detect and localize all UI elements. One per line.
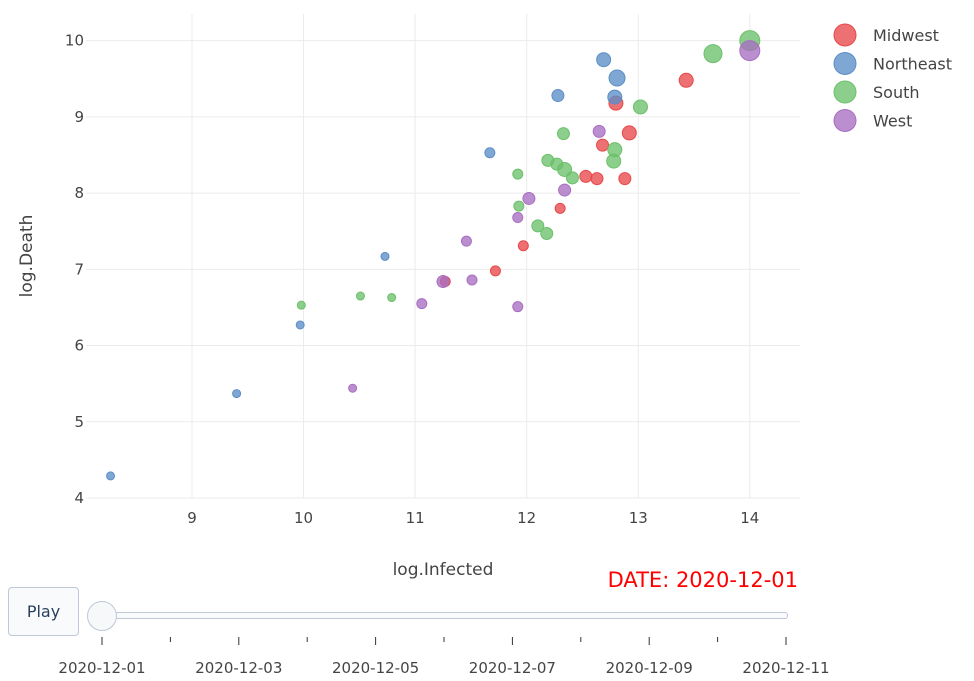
- data-point-northeast: [607, 89, 623, 105]
- y-tick-label: 5: [74, 413, 84, 431]
- data-point-west: [512, 301, 524, 313]
- play-button[interactable]: Play: [8, 587, 79, 636]
- data-points: [106, 30, 761, 481]
- data-point-west: [348, 383, 358, 393]
- data-point-south: [387, 293, 397, 303]
- legend-marker-west: [833, 109, 857, 132]
- data-point-west: [739, 40, 761, 62]
- data-point-south: [512, 168, 524, 180]
- date-annotation: DATE: 2020-12-01: [608, 568, 798, 592]
- data-point-northeast: [380, 251, 390, 261]
- y-tick-label: 6: [74, 337, 84, 355]
- data-point-south: [531, 219, 545, 233]
- legend: Midwest Northeast South West: [833, 23, 952, 132]
- legend-marker-south: [833, 80, 857, 104]
- x-tick-label: 14: [740, 509, 759, 527]
- data-point-south: [355, 291, 365, 301]
- data-point-west: [558, 183, 572, 197]
- data-point-south: [565, 171, 579, 185]
- data-point-midwest: [621, 125, 637, 141]
- data-point-midwest: [678, 72, 694, 88]
- y-tick-label: 4: [74, 489, 84, 507]
- data-point-south: [513, 200, 525, 212]
- legend-marker-midwest: [833, 23, 857, 47]
- data-point-northeast: [295, 320, 305, 330]
- data-point-west: [592, 124, 606, 138]
- data-point-west: [460, 235, 472, 247]
- data-point-northeast: [106, 471, 116, 481]
- slider-date-label: 2020-12-09: [606, 659, 693, 677]
- data-point-midwest: [618, 172, 632, 186]
- y-tick-label: 10: [65, 32, 84, 50]
- data-point-south: [632, 99, 648, 115]
- data-point-midwest: [596, 138, 610, 152]
- data-point-west: [466, 274, 478, 286]
- data-point-south: [296, 300, 306, 310]
- x-tick-label: 11: [406, 509, 425, 527]
- y-axis-ticks: 4 5 6 7 8 9 10: [65, 32, 84, 507]
- data-point-midwest: [489, 265, 501, 277]
- x-tick-label: 9: [187, 509, 197, 527]
- data-point-northeast: [608, 69, 626, 87]
- x-tick-label: 12: [517, 509, 536, 527]
- data-point-midwest: [590, 172, 604, 186]
- data-point-south: [540, 227, 554, 241]
- grid: [86, 14, 800, 499]
- data-point-west: [416, 298, 428, 310]
- data-point-midwest: [554, 202, 566, 214]
- slider-date-label: 2020-12-11: [742, 659, 829, 677]
- x-tick-label: 10: [294, 509, 313, 527]
- y-tick-label: 7: [74, 260, 84, 278]
- y-axis-title: log.Death: [17, 215, 37, 298]
- data-point-west: [522, 191, 536, 205]
- data-point-south: [557, 161, 573, 177]
- data-point-northeast: [484, 147, 496, 159]
- y-tick-label: 8: [74, 184, 84, 202]
- y-tick-label: 9: [74, 108, 84, 126]
- x-axis-title: log.Infected: [393, 560, 494, 580]
- data-point-midwest: [517, 240, 529, 252]
- data-point-south: [703, 44, 723, 64]
- data-point-west: [436, 275, 450, 289]
- data-point-west: [512, 212, 524, 224]
- legend-marker-northeast: [833, 52, 857, 75]
- data-point-northeast: [232, 389, 242, 399]
- slider-date-label: 2020-12-07: [469, 659, 556, 677]
- legend-label-northeast: Northeast: [873, 55, 952, 74]
- data-point-northeast: [551, 89, 565, 103]
- slider-date-label: 2020-12-05: [332, 659, 419, 677]
- legend-label-midwest: Midwest: [873, 26, 939, 45]
- data-point-south: [556, 127, 570, 141]
- x-axis-ticks: 9 10 11 12 13 14: [187, 509, 759, 527]
- data-point-northeast: [596, 52, 612, 68]
- slider-date-label: 2020-12-03: [195, 659, 282, 677]
- data-point-south: [607, 142, 623, 158]
- legend-label-south: South: [873, 83, 920, 102]
- slider-date-label: 2020-12-01: [58, 659, 145, 677]
- x-tick-label: 13: [629, 509, 648, 527]
- date-slider-handle[interactable]: [87, 601, 117, 631]
- legend-label-west: West: [873, 112, 912, 131]
